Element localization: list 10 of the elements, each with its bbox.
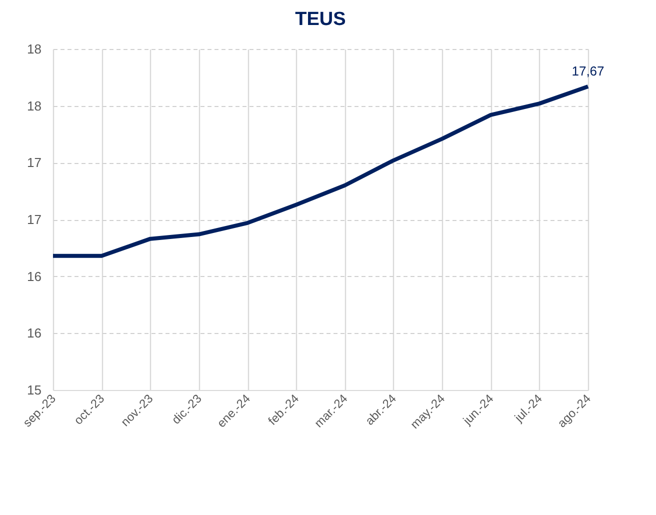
y-tick-label: 16 (27, 326, 42, 341)
y-tick-label: 18 (27, 42, 42, 56)
line-series (51, 84, 590, 258)
y-tick-label: 16 (27, 268, 42, 284)
y-tick-label: 17 (27, 155, 42, 170)
chart-title: TEUS (295, 9, 346, 30)
y-tick-label: 17 (27, 212, 42, 227)
y-tick-label: 18 (27, 98, 42, 114)
y-tick-label: 15 (27, 382, 42, 398)
data-label: 17,67 (572, 64, 604, 79)
